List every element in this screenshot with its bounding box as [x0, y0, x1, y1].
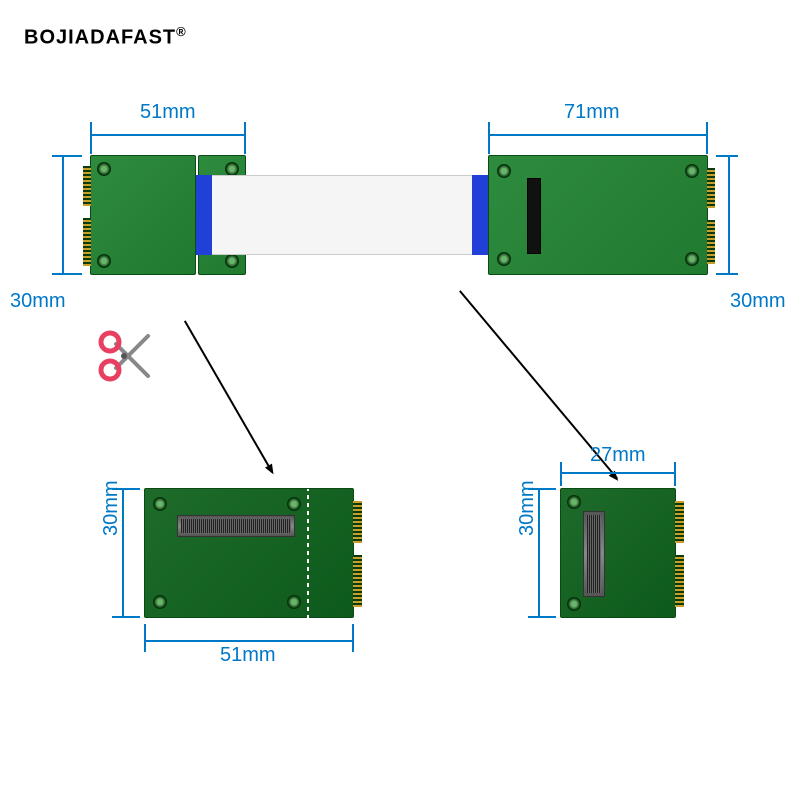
ffc-blue-tab-right — [472, 175, 488, 255]
dim-line — [90, 134, 246, 136]
scissors-icon — [96, 324, 160, 388]
dim-tick — [352, 624, 354, 652]
screw-hole — [287, 595, 301, 609]
trademark: ® — [176, 24, 187, 39]
dim-tick — [716, 155, 738, 157]
dim-tick — [706, 122, 708, 154]
edge-connector — [707, 220, 715, 264]
screw-hole — [153, 595, 167, 609]
screw-hole — [497, 252, 511, 266]
dim-tick — [488, 122, 490, 154]
bottom-left-board — [144, 488, 354, 618]
edge-connector — [83, 166, 91, 206]
dim-top-left-height: 30mm — [10, 290, 66, 313]
ffc-blue-tab-left — [196, 175, 212, 255]
dim-tick — [112, 488, 140, 490]
screw-hole — [97, 162, 111, 176]
edge-connector — [675, 501, 684, 543]
dim-line — [538, 488, 540, 618]
dim-line — [122, 488, 124, 618]
edge-connector — [353, 555, 362, 607]
dim-tick — [528, 616, 556, 618]
dim-top-right-height: 30mm — [730, 290, 786, 313]
dim-tick — [52, 155, 82, 157]
screw-hole — [567, 597, 581, 611]
edge-connector — [353, 501, 362, 543]
dim-tick — [674, 462, 676, 486]
dim-line — [488, 134, 708, 136]
screw-hole — [685, 164, 699, 178]
dim-tick — [144, 624, 146, 652]
dim-top-right-width: 71mm — [564, 101, 620, 124]
top-right-board — [488, 155, 708, 275]
bottom-right-board — [560, 488, 676, 618]
top-left-board-rear — [90, 155, 196, 275]
zif-connector — [177, 515, 295, 537]
dim-line — [144, 640, 354, 642]
break-line — [307, 489, 309, 619]
screw-hole — [497, 164, 511, 178]
dim-line — [560, 472, 676, 474]
notch — [356, 544, 362, 552]
zif-connector — [583, 511, 605, 597]
dim-tick — [244, 122, 246, 154]
dim-tick — [112, 616, 140, 618]
screw-hole — [567, 495, 581, 509]
dim-tick — [528, 488, 556, 490]
brand-label: BOJIADAFAST® — [24, 24, 187, 50]
ffc-cable — [196, 175, 488, 255]
edge-connector — [707, 168, 715, 208]
dim-line — [62, 155, 64, 275]
dim-line — [728, 155, 730, 275]
dim-top-left-width: 51mm — [140, 101, 196, 124]
dim-tick — [52, 273, 82, 275]
arrow-1 — [184, 320, 273, 472]
edge-connector — [675, 555, 684, 607]
screw-hole — [97, 254, 111, 268]
screw-hole — [287, 497, 301, 511]
screw-hole — [685, 252, 699, 266]
brand-text: BOJIADAFAST — [24, 27, 176, 49]
arrow-head — [265, 464, 277, 477]
edge-connector — [83, 218, 91, 266]
dim-tick — [716, 273, 738, 275]
dim-tick — [560, 462, 562, 486]
screw-hole — [225, 254, 239, 268]
dim-bottom-right-width: 27mm — [590, 444, 646, 467]
dim-bottom-left-width: 51mm — [220, 644, 276, 667]
screw-hole — [225, 162, 239, 176]
screw-hole — [153, 497, 167, 511]
notch — [678, 544, 684, 552]
msata-slot — [527, 178, 541, 254]
dim-tick — [90, 122, 92, 154]
